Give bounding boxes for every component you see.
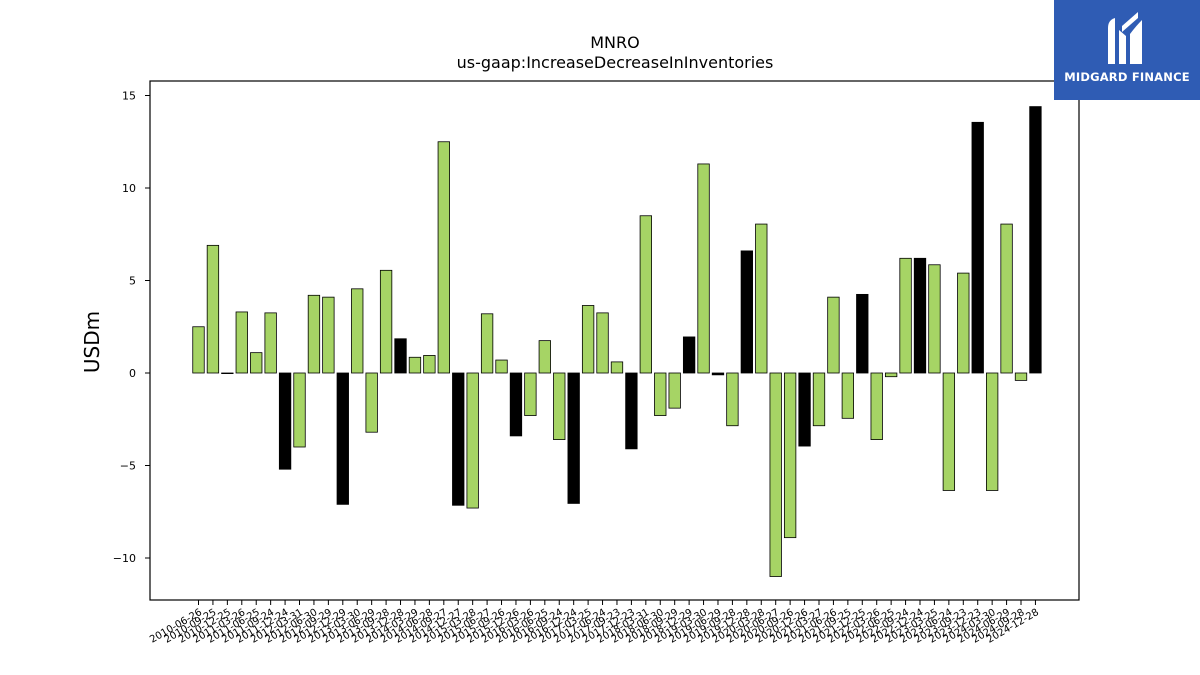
bar-2015-06-27 xyxy=(480,313,494,374)
bar-2024-06-29 xyxy=(1000,223,1013,374)
bar-2022-03-26 xyxy=(870,372,883,440)
y-tick-label: −10 xyxy=(113,552,136,565)
bars-layer xyxy=(192,106,1042,577)
bar-2014-12-27 xyxy=(452,372,465,506)
bar-2020-09-26 xyxy=(783,372,797,539)
bar-2024-03-30 xyxy=(986,372,999,491)
x-axis: 2010-06-262010-09-252010-12-252011-03-26… xyxy=(148,600,1041,646)
bar-2018-09-29 xyxy=(668,372,681,409)
bar-2023-06-24 xyxy=(942,372,956,491)
bar-2015-03-28 xyxy=(466,372,479,509)
bar-2021-06-26 xyxy=(827,296,840,374)
y-tick-label: 10 xyxy=(122,182,136,195)
bar-2016-12-24 xyxy=(567,372,580,504)
bar-2012-03-31 xyxy=(293,372,306,448)
bar-2020-03-28 xyxy=(755,223,768,374)
bar-2024-12-28 xyxy=(1029,106,1042,374)
bar-2017-06-24 xyxy=(596,312,609,374)
bar-2011-12-24 xyxy=(278,372,292,470)
chart-title: MNRO xyxy=(590,33,639,52)
bar-2024-09-28 xyxy=(1014,372,1028,381)
bar-2013-09-28 xyxy=(379,269,393,374)
midgard-finance-logo: MIDGARD FINANCE xyxy=(1054,0,1200,100)
bar-2021-03-27 xyxy=(812,372,826,427)
bar-2012-06-30 xyxy=(307,294,321,374)
bar-2010-12-25 xyxy=(221,372,234,375)
bar-2010-06-26 xyxy=(192,326,205,374)
bar-2023-12-23 xyxy=(971,121,984,374)
midgard-logo-icon xyxy=(1108,12,1142,64)
bar-2022-09-24 xyxy=(899,257,912,374)
bar-2018-03-31 xyxy=(639,215,652,374)
bar-2019-12-28 xyxy=(740,250,753,374)
y-axis: 15 10 5 0 −5 −10 xyxy=(113,90,150,565)
y-tick-label: 5 xyxy=(129,275,136,288)
bar-2013-12-28 xyxy=(394,338,407,374)
bar-2016-03-26 xyxy=(524,372,537,416)
bar-2021-09-25 xyxy=(841,372,854,419)
bar-2012-09-29 xyxy=(322,296,335,374)
bar-2011-09-24 xyxy=(264,312,277,374)
bar-2022-12-24 xyxy=(913,257,927,374)
logo-text: MIDGARD FINANCE xyxy=(1064,70,1190,84)
bar-2014-09-27 xyxy=(437,141,450,374)
bar-2019-03-30 xyxy=(697,163,710,374)
bar-2018-12-29 xyxy=(682,336,696,374)
bar-2018-06-30 xyxy=(654,372,667,416)
bar-2011-03-26 xyxy=(235,311,248,374)
y-tick-label: 15 xyxy=(122,90,136,103)
bar-2019-09-28 xyxy=(726,372,739,427)
bar-2015-12-26 xyxy=(509,372,523,437)
bar-2016-06-25 xyxy=(538,340,551,374)
bar-2014-03-29 xyxy=(408,356,422,374)
bar-2013-03-30 xyxy=(351,288,364,374)
bar-2023-09-23 xyxy=(957,272,970,374)
bar-2019-06-29 xyxy=(711,372,725,376)
bar-2011-06-25 xyxy=(250,352,263,374)
bar-2017-03-25 xyxy=(581,305,595,374)
bar-2016-09-24 xyxy=(553,372,566,440)
bar-2010-09-25 xyxy=(206,244,220,374)
bar-2020-06-27 xyxy=(769,372,782,577)
bar-2022-06-25 xyxy=(884,372,898,378)
bar-2021-12-25 xyxy=(856,293,869,374)
bar-2017-12-23 xyxy=(625,372,638,450)
plot-frame xyxy=(149,80,1080,601)
chart-subtitle: us-gaap:IncreaseDecreaseInInventories xyxy=(457,53,774,72)
bar-2012-12-29 xyxy=(336,372,349,505)
y-tick-label: −5 xyxy=(120,460,136,473)
y-tick-label: 0 xyxy=(129,367,136,380)
bar-2015-09-26 xyxy=(495,359,508,374)
bar-2017-09-23 xyxy=(610,361,624,374)
bar-2013-06-29 xyxy=(365,372,378,433)
bar-2023-03-25 xyxy=(928,264,941,374)
bar-2020-12-26 xyxy=(798,372,811,447)
bar-2014-06-28 xyxy=(423,355,436,374)
y-axis-label: USDm xyxy=(80,311,104,373)
